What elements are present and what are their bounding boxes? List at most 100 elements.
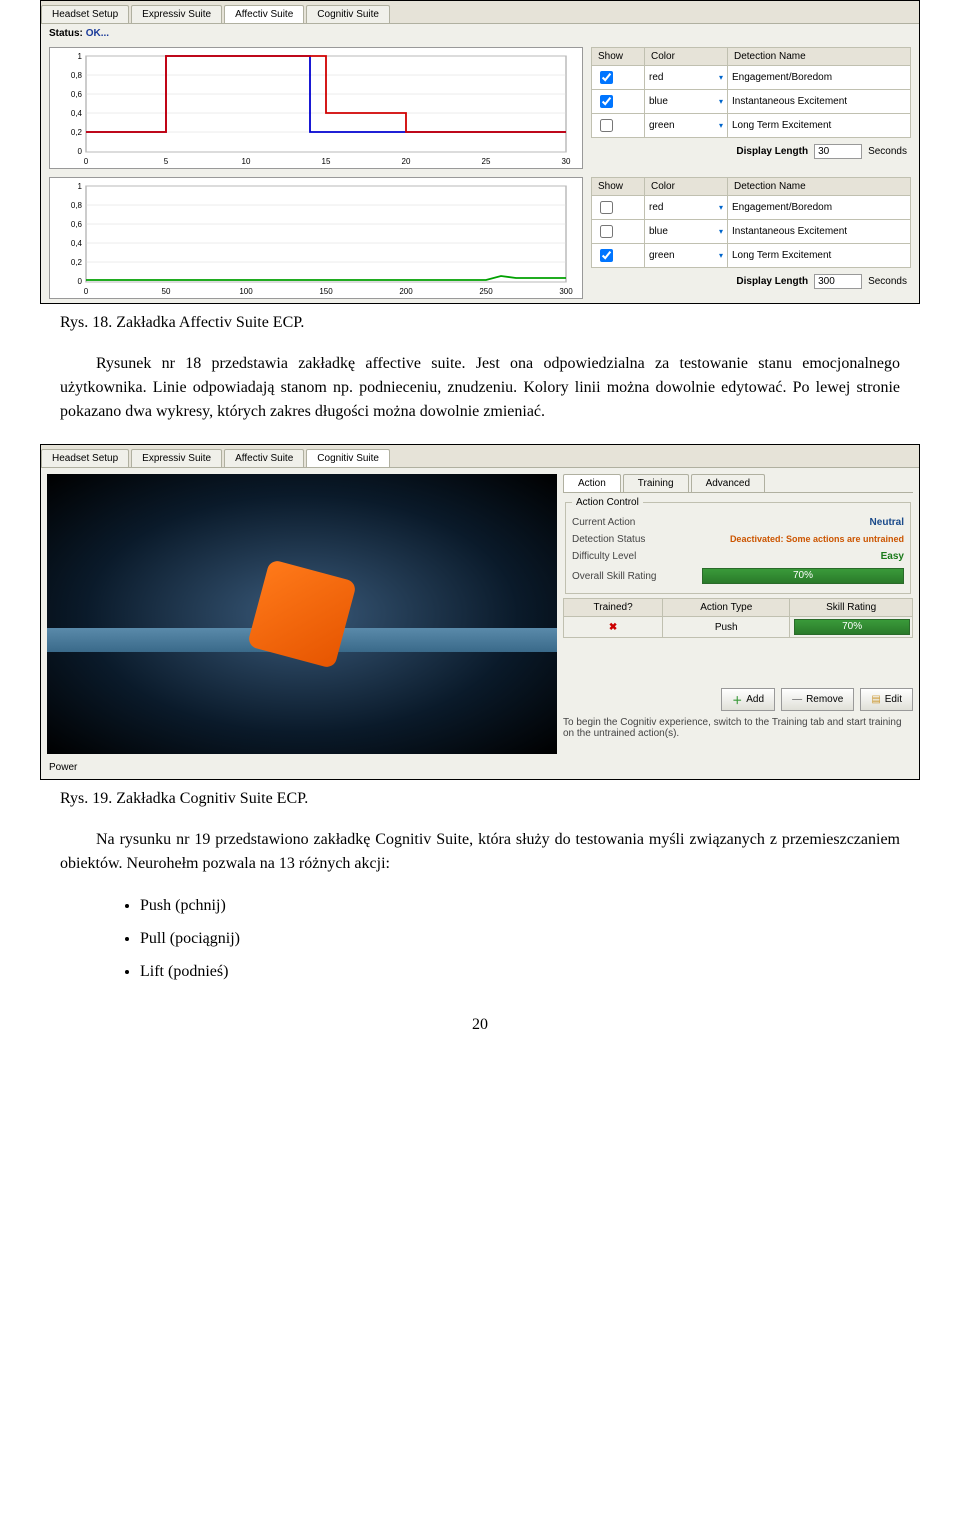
tab-cognitiv-suite[interactable]: Cognitiv Suite <box>306 5 390 23</box>
detection-name: Instantaneous Excitement <box>728 90 911 114</box>
show-checkbox[interactable] <box>600 119 613 132</box>
detection-name: Long Term Excitement <box>728 114 911 138</box>
edit-button[interactable]: ▤Edit <box>860 688 913 711</box>
svg-text:0,2: 0,2 <box>71 258 83 267</box>
svg-text:30: 30 <box>562 157 571 166</box>
chevron-down-icon[interactable]: ▾ <box>719 251 723 260</box>
color-value: green <box>649 120 675 131</box>
display-length-unit: Seconds <box>868 276 907 287</box>
chart2-pane: 0 0,2 0,4 0,6 0,8 1 0 50 100 150 200 250 <box>41 173 919 303</box>
overall-skill-bar: 70% <box>702 568 904 584</box>
legend-header-show: Show <box>592 178 645 196</box>
show-checkbox[interactable] <box>600 71 613 84</box>
chevron-down-icon[interactable]: ▾ <box>719 121 723 130</box>
color-value: blue <box>649 96 668 107</box>
subtab-advanced[interactable]: Advanced <box>691 474 765 492</box>
display-length-label: Display Length <box>736 276 808 287</box>
svg-text:0,2: 0,2 <box>71 128 83 137</box>
action-table-header: Trained? <box>564 599 663 617</box>
display-length-input[interactable] <box>814 144 862 159</box>
tab-bar: Headset Setup Expressiv Suite Affectiv S… <box>41 445 919 468</box>
svg-text:25: 25 <box>482 157 491 166</box>
action-control-fieldset: Action Control Current Action Neutral De… <box>565 497 911 594</box>
remove-button[interactable]: —Remove <box>781 688 854 711</box>
status-bar: Status: OK... <box>41 24 919 43</box>
cube-icon <box>247 559 357 669</box>
tab-cognitiv-suite[interactable]: Cognitiv Suite <box>306 449 390 467</box>
action-type-value: Push <box>663 617 790 638</box>
tab-affectiv-suite[interactable]: Affectiv Suite <box>224 449 304 467</box>
legend-header-name: Detection Name <box>728 178 911 196</box>
display-length-label: Display Length <box>736 146 808 157</box>
skill-rating-bar: 70% <box>794 619 910 635</box>
chart2-legend-table: Show Color Detection Name red▾ Engagemen… <box>591 177 911 268</box>
legend-row: blue▾ Instantaneous Excitement <box>592 220 911 244</box>
svg-text:0,8: 0,8 <box>71 201 83 210</box>
svg-text:5: 5 <box>164 157 169 166</box>
svg-text:0,6: 0,6 <box>71 90 83 99</box>
display-length-row: Display Length Seconds <box>591 268 911 291</box>
show-checkbox[interactable] <box>600 249 613 262</box>
tab-headset-setup[interactable]: Headset Setup <box>41 449 129 467</box>
legend-header-show: Show <box>592 48 645 66</box>
chevron-down-icon[interactable]: ▾ <box>719 227 723 236</box>
add-button[interactable]: ＋Add <box>721 688 775 711</box>
legend-row: blue ▾ Instantaneous Excitement <box>592 90 911 114</box>
legend-row: green ▾ Long Term Excitement <box>592 244 911 268</box>
cross-icon: ✖ <box>609 622 617 633</box>
action-table-row: ✖ Push 70% <box>564 617 913 638</box>
display-length-unit: Seconds <box>868 146 907 157</box>
show-checkbox[interactable] <box>600 201 613 214</box>
tab-expressiv-suite[interactable]: Expressiv Suite <box>131 5 222 23</box>
svg-text:10: 10 <box>242 157 251 166</box>
detection-name: Engagement/Boredom <box>728 196 911 220</box>
detection-status-label: Detection Status <box>572 534 645 545</box>
cognitiv-3d-view <box>47 474 557 754</box>
status-label: Status: <box>49 28 83 39</box>
legend-row: red ▾ Engagement/Boredom <box>592 196 911 220</box>
show-checkbox[interactable] <box>600 95 613 108</box>
current-action-value: Neutral <box>870 517 904 528</box>
detection-status-value: Deactivated: Some actions are untrained <box>730 534 904 545</box>
detection-name: Engagement/Boredom <box>728 66 911 90</box>
tab-expressiv-suite[interactable]: Expressiv Suite <box>131 449 222 467</box>
color-value: green <box>649 250 675 261</box>
tab-headset-setup[interactable]: Headset Setup <box>41 5 129 23</box>
chevron-down-icon[interactable]: ▾ <box>719 203 723 212</box>
svg-text:300: 300 <box>559 287 573 296</box>
list-item: Lift (podnieś) <box>140 958 900 987</box>
tab-affectiv-suite[interactable]: Affectiv Suite <box>224 5 304 23</box>
tab-bar: Headset Setup Expressiv Suite Affectiv S… <box>41 1 919 24</box>
chevron-down-icon[interactable]: ▾ <box>719 97 723 106</box>
svg-text:0,4: 0,4 <box>71 109 83 118</box>
overall-skill-label: Overall Skill Rating <box>572 571 656 582</box>
body-paragraph: Na rysunku nr 19 przedstawiono zakładkę … <box>60 828 900 876</box>
chevron-down-icon[interactable]: ▾ <box>719 73 723 82</box>
color-value: red <box>649 202 663 213</box>
status-value: OK... <box>86 28 109 39</box>
affectiv-screenshot: Headset Setup Expressiv Suite Affectiv S… <box>40 0 920 304</box>
action-table: Trained? Action Type Skill Rating ✖ Push… <box>563 598 913 638</box>
action-table-header: Action Type <box>663 599 790 617</box>
action-table-header: Skill Rating <box>790 599 913 617</box>
detection-name: Long Term Excitement <box>728 244 911 268</box>
subtab-bar: Action Training Advanced <box>563 474 913 493</box>
subtab-training[interactable]: Training <box>623 474 689 492</box>
legend-row: red ▾ Engagement/Boredom <box>592 66 911 90</box>
subtab-action[interactable]: Action <box>563 474 621 492</box>
legend-header-color: Color <box>645 48 728 66</box>
svg-text:0,4: 0,4 <box>71 239 83 248</box>
show-checkbox[interactable] <box>600 225 613 238</box>
cognitiv-screenshot: Headset Setup Expressiv Suite Affectiv S… <box>40 444 920 780</box>
chart2-legend-panel: Show Color Detection Name red▾ Engagemen… <box>591 177 911 299</box>
svg-text:100: 100 <box>239 287 253 296</box>
bullet-list: Push (pchnij) Pull (pociągnij) Lift (pod… <box>100 892 900 986</box>
chart2: 0 0,2 0,4 0,6 0,8 1 0 50 100 150 200 250 <box>49 177 583 299</box>
svg-text:15: 15 <box>322 157 331 166</box>
current-action-label: Current Action <box>572 517 635 528</box>
svg-text:20: 20 <box>402 157 411 166</box>
display-length-input[interactable] <box>814 274 862 289</box>
action-control-title: Action Control <box>572 497 643 508</box>
page-number: 20 <box>0 1016 960 1034</box>
color-value: red <box>649 72 663 83</box>
